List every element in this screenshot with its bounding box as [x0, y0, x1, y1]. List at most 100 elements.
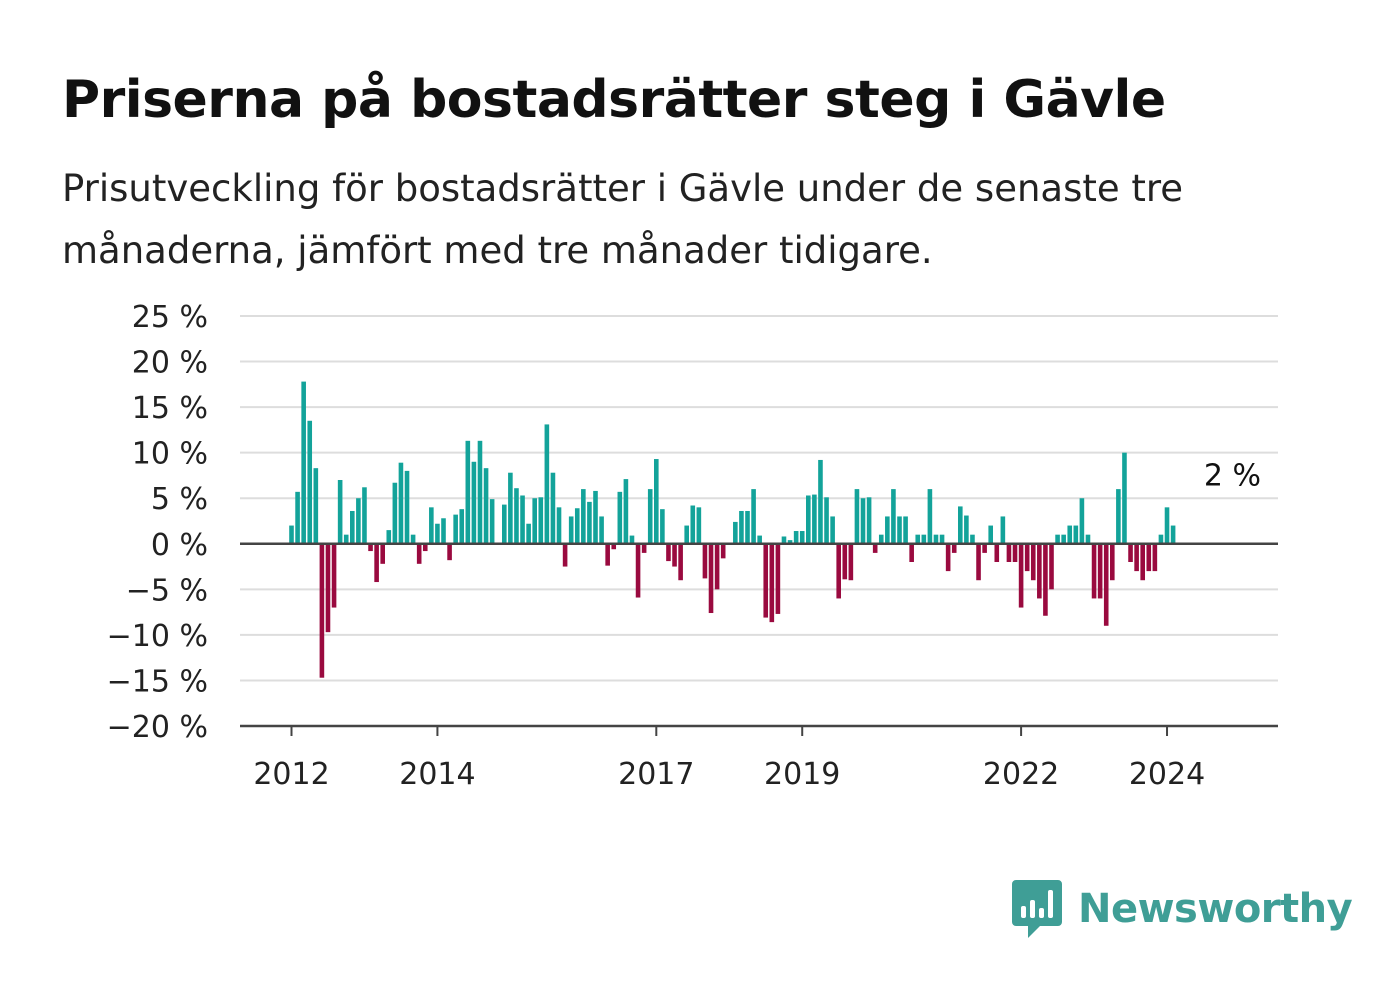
bar [1000, 516, 1006, 544]
bar [714, 543, 720, 590]
bar [1018, 543, 1024, 608]
bar [690, 505, 696, 544]
bar [1055, 534, 1060, 544]
bar [860, 498, 866, 544]
bar [556, 507, 562, 544]
bar [891, 489, 896, 544]
bar [933, 534, 939, 544]
bar [763, 543, 769, 618]
y-tick-label: −15 % [107, 664, 208, 699]
bar [307, 420, 313, 544]
bar [623, 479, 629, 544]
bar [605, 543, 610, 566]
brand-name: Newsworthy [1078, 886, 1353, 932]
bar [757, 535, 762, 544]
bar [733, 521, 738, 544]
bar [301, 381, 306, 544]
bar [927, 489, 933, 544]
bar [1140, 543, 1145, 581]
bar [392, 482, 398, 544]
bar [483, 468, 489, 544]
bar [453, 514, 458, 544]
bar [386, 530, 392, 544]
bar [781, 536, 787, 544]
bar [751, 489, 756, 544]
bar [641, 543, 647, 553]
bars [289, 381, 1176, 678]
y-tick-label: 25 % [132, 300, 208, 335]
bar [489, 499, 495, 544]
bar [1152, 543, 1158, 572]
bar [319, 543, 325, 678]
newsworthy-chart-bubble-icon [1012, 880, 1062, 938]
bar [465, 440, 471, 544]
bar [903, 516, 908, 544]
gridlines [240, 315, 1278, 682]
bar [1079, 498, 1085, 544]
bar [775, 543, 781, 614]
bar [568, 516, 574, 544]
bar [885, 516, 890, 544]
bar [702, 543, 708, 579]
bar [435, 523, 440, 544]
bar [617, 491, 623, 544]
bar [544, 424, 550, 544]
bar [532, 498, 537, 544]
bar [374, 543, 379, 583]
chart-title: Priserna på bostadsrätter steg i Gävle [62, 70, 1166, 130]
bar [289, 525, 294, 544]
bar [313, 468, 319, 544]
bar [447, 543, 452, 561]
bar [422, 543, 428, 552]
bar [1170, 525, 1176, 544]
bar [672, 543, 677, 567]
bar [325, 543, 331, 633]
bar [878, 534, 884, 544]
bar [599, 516, 604, 544]
newsworthy-logo: Newsworthy [1012, 880, 1353, 938]
bar [976, 543, 981, 581]
x-tick-label: 2012 [253, 757, 329, 792]
bar [635, 543, 641, 598]
bar [562, 543, 568, 567]
chart-subtitle: Prisutveckling för bostadsrätter i Gävle… [62, 167, 1184, 272]
bar [331, 543, 337, 608]
bar [514, 488, 519, 544]
bar [1146, 543, 1152, 572]
annotations: 2 % [1204, 459, 1261, 494]
bar [380, 543, 385, 564]
bar [1067, 525, 1073, 544]
bar [1043, 543, 1048, 616]
bar [921, 534, 927, 544]
x-tick-label: 2017 [618, 757, 694, 792]
bar [830, 516, 835, 544]
bar [799, 531, 805, 544]
bar [441, 518, 446, 544]
bar [459, 509, 465, 544]
bar [1030, 543, 1036, 581]
bar [945, 543, 951, 572]
bar [368, 543, 373, 552]
bar [806, 495, 811, 544]
bar [1061, 534, 1066, 544]
y-tick-label: 20 % [132, 346, 208, 381]
bar [745, 510, 750, 544]
y-tick-label: −20 % [107, 710, 208, 745]
bar [824, 497, 829, 544]
bar [295, 491, 300, 544]
bar [909, 543, 914, 562]
bar [666, 543, 671, 562]
bar [1116, 489, 1121, 544]
y-tick-label: −10 % [107, 619, 208, 654]
bar [356, 498, 361, 544]
bar [915, 534, 921, 544]
bar [587, 501, 592, 544]
bar [526, 523, 531, 544]
bar [897, 516, 902, 544]
bar [848, 543, 854, 581]
bar [398, 462, 404, 544]
bar [787, 540, 793, 544]
bar [654, 459, 659, 544]
bar [477, 440, 483, 544]
